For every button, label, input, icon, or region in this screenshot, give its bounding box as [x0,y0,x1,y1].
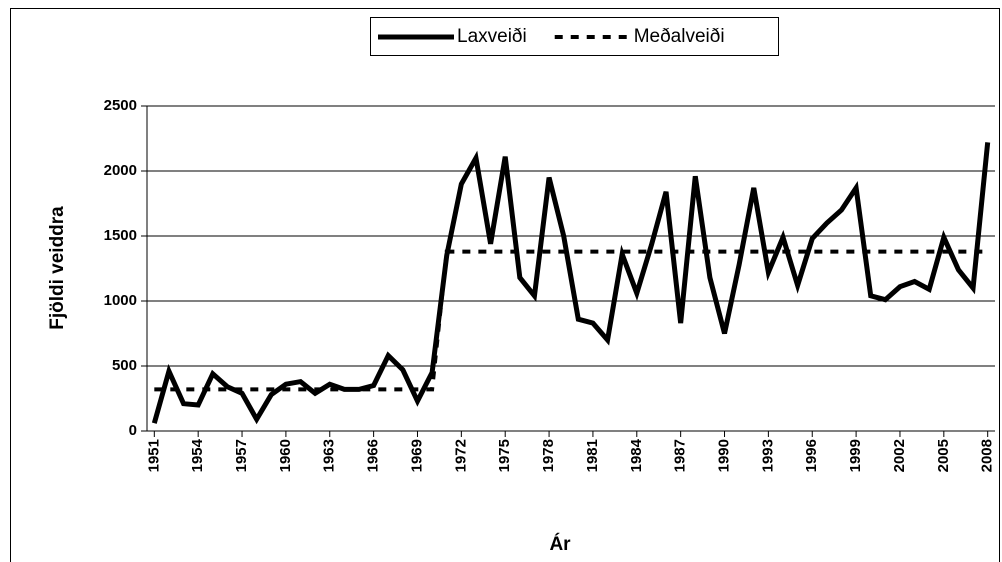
chart-border [10,8,1000,562]
x-axis-label: Ár [549,533,571,555]
x-tick-label: 1960 [277,439,294,472]
x-tick-label: 1987 [672,439,689,472]
x-tick-label: 2005 [935,439,952,472]
series-line [151,142,991,425]
series-line [154,249,988,392]
y-tick-label: 500 [112,357,137,374]
y-tick-label: 2000 [104,162,137,179]
x-tick-label: 1951 [145,439,162,472]
y-tick-label: 2500 [104,97,137,114]
x-tick-label: 1996 [803,439,820,472]
x-tick-label: 1981 [584,439,601,472]
x-tick-label: 1972 [452,439,469,472]
x-tick-label: 1969 [408,439,425,472]
x-tick-label: 1954 [189,438,206,472]
y-axis-label: Fjöldi veiddra [47,206,68,330]
y-tick-label: 1500 [104,227,137,244]
x-tick-label: 1984 [628,438,645,472]
y-tick-label: 0 [129,422,137,439]
x-tick-label: 1990 [715,439,732,472]
x-tick-label: 1993 [759,439,776,472]
x-tick-label: 1975 [496,439,513,472]
x-tick-label: 2008 [979,439,996,472]
x-tick-label: 1978 [540,439,557,472]
x-tick-label: 1963 [321,439,338,472]
legend-label: Laxveiði [457,26,527,47]
x-tick-label: 2002 [891,439,908,472]
y-tick-label: 1000 [104,292,137,309]
legend-label: Meðalveiði [634,26,725,47]
x-tick-label: 1999 [847,439,864,472]
x-tick-label: 1957 [233,439,250,472]
x-tick-label: 1966 [365,439,382,472]
